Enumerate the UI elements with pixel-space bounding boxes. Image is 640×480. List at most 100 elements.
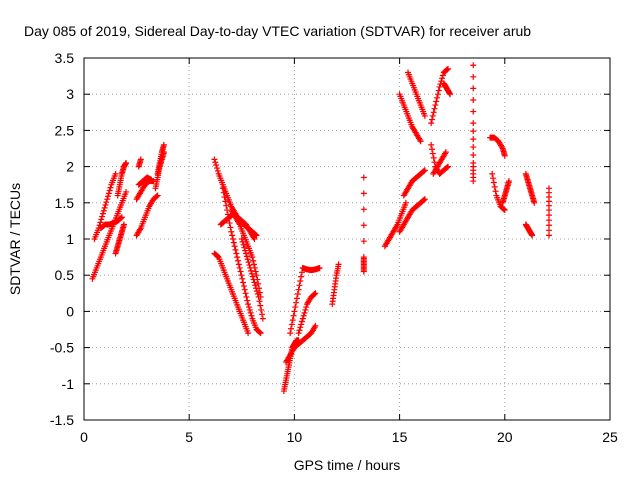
data-point (104, 193, 111, 200)
data-point (287, 330, 294, 337)
data-point (118, 215, 125, 222)
data-point (434, 94, 441, 101)
data-point (428, 120, 435, 127)
chart-title: Day 085 of 2019, Sidereal Day-to-day VTE… (24, 23, 531, 39)
data-point (297, 324, 304, 331)
data-point (255, 293, 262, 300)
data-point (470, 96, 477, 103)
data-point (289, 317, 296, 324)
data-point (296, 282, 303, 289)
data-point (211, 156, 218, 163)
data-point (442, 149, 449, 156)
data-point (253, 288, 260, 295)
y-tick-label: 1.5 (55, 195, 75, 211)
y-tick-label: -0.5 (50, 340, 74, 356)
data-point (430, 154, 437, 161)
data-point (229, 236, 236, 242)
data-point (288, 321, 295, 328)
data-point (296, 327, 303, 334)
data-point (421, 167, 428, 174)
data-point (470, 144, 477, 151)
data-point (248, 312, 255, 319)
data-point (250, 276, 257, 283)
data-point (154, 192, 161, 199)
data-point (434, 91, 441, 98)
data-point (214, 167, 221, 174)
data-point (106, 187, 113, 194)
data-point (219, 185, 226, 192)
data-point (100, 207, 107, 214)
data-point (99, 210, 106, 217)
data-point (290, 312, 297, 319)
data-point (439, 75, 446, 82)
data-point (247, 309, 254, 316)
plot-frame (83, 57, 611, 421)
data-point (98, 216, 105, 223)
data-point (301, 309, 308, 316)
data-point (293, 299, 300, 306)
data-point (545, 227, 552, 234)
data-point (435, 87, 442, 94)
data-point (227, 224, 234, 231)
data-point (246, 306, 253, 313)
data-point (243, 250, 250, 257)
data-point (212, 159, 219, 166)
data-point (107, 184, 114, 191)
data-point (436, 83, 443, 90)
data-point (360, 238, 367, 245)
data-point (431, 105, 438, 112)
data-point (300, 312, 307, 319)
data-point (251, 236, 258, 242)
data-point (298, 321, 305, 328)
y-tick-label: -1 (62, 376, 75, 392)
data-point (123, 188, 130, 195)
data-point (244, 256, 251, 263)
data-point (298, 318, 305, 325)
data-point (429, 112, 436, 119)
data-point (244, 297, 251, 304)
data-point (470, 152, 477, 159)
x-tick-label: 10 (287, 429, 303, 445)
data-point (360, 190, 367, 197)
data-point (288, 325, 295, 332)
data-marks (89, 62, 552, 395)
data-point (429, 146, 436, 153)
data-point (245, 330, 252, 337)
data-point (228, 228, 235, 235)
data-point (447, 91, 454, 98)
data-point (429, 150, 436, 157)
y-tick-label: 0 (66, 303, 74, 319)
y-tick-label: -1.5 (50, 412, 74, 428)
data-point (491, 183, 498, 190)
data-point (249, 273, 256, 280)
data-point (245, 301, 252, 308)
data-point (444, 65, 451, 72)
data-point (292, 304, 299, 311)
data-point (235, 261, 242, 268)
data-point (316, 264, 323, 271)
data-point (501, 207, 508, 214)
data-point (256, 329, 263, 336)
data-point (248, 270, 255, 277)
data-point (259, 315, 266, 322)
data-point (213, 165, 220, 172)
data-point (545, 212, 552, 219)
data-point (103, 199, 110, 206)
data-point (223, 202, 230, 209)
data-point (232, 246, 239, 253)
data-point (237, 268, 244, 275)
data-point (470, 159, 477, 166)
data-point (242, 290, 249, 297)
y-tick-label: 2.5 (55, 122, 75, 138)
data-point (470, 62, 477, 69)
data-point (432, 102, 439, 109)
data-point (238, 272, 245, 279)
data-point (531, 199, 538, 206)
data-point (222, 198, 229, 205)
data-point (294, 291, 301, 298)
data-point (240, 241, 247, 248)
y-tick-label: 1 (66, 231, 74, 247)
data-point (257, 302, 264, 309)
data-point (291, 308, 298, 315)
data-point (297, 277, 304, 284)
